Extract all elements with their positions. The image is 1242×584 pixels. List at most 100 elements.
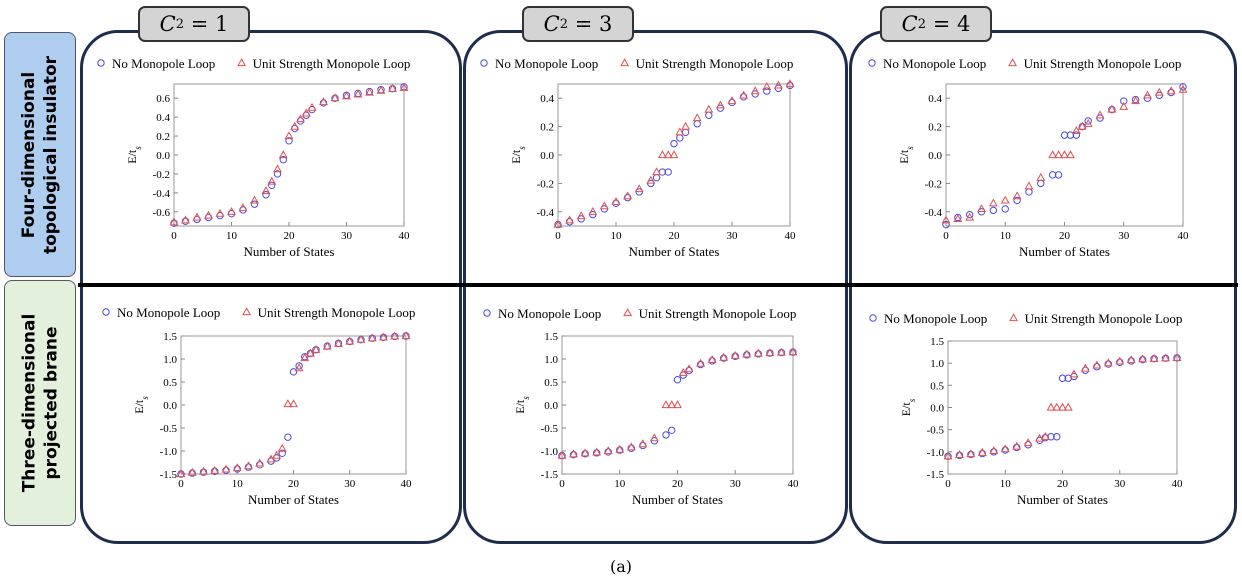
y-tick-label: 1.0 [930,358,944,370]
data-point [743,351,751,359]
y-tick-label: 0.0 [930,403,944,415]
data-point [989,446,999,455]
data-point [187,467,197,476]
x-tick-label: 30 [341,230,353,242]
data-point [662,431,670,439]
x-tick-label: 0 [945,478,951,490]
data-point [1126,355,1136,364]
data-point [255,458,265,467]
data-point [731,352,739,360]
data-point [353,89,363,98]
data-point [390,331,400,340]
data-point [1119,101,1129,110]
data-point [1046,402,1056,411]
x-tick-label: 10 [1000,230,1012,242]
data-point [673,376,682,384]
data-point [954,450,964,459]
x-tick-label: 20 [1057,478,1069,490]
data-point [592,449,601,457]
x-axis-label: Number of States [629,244,720,259]
data-point [692,113,702,122]
data-point [966,210,974,219]
legend-marker [623,308,633,317]
data-point [965,212,975,221]
data-point [623,191,633,200]
data-point [319,97,328,106]
data-point [626,442,636,451]
data-point [588,206,598,215]
data-point [199,466,208,475]
y-tick-label: -1.0 [160,446,178,458]
data-point [334,339,343,347]
data-point [290,121,300,130]
data-point [942,220,950,229]
figure-caption: (a) [609,557,633,576]
data-point [1054,150,1064,159]
data-point [1054,171,1063,179]
x-tick-label: 20 [672,478,684,490]
data-point [989,206,998,215]
legend-marker [242,307,252,316]
data-point [356,334,366,343]
data-point [285,137,293,145]
legend-marker [868,59,876,67]
data-point [739,90,749,99]
data-point [616,446,624,454]
data-point [283,399,293,408]
y-tick-label: -0.5 [160,423,178,435]
data-point [1052,402,1062,411]
y-tick-label: -1.0 [541,446,559,458]
data-point [1012,191,1022,200]
y-tick-label: 1.5 [930,336,944,348]
data-point [1013,196,1021,205]
x-tick-label: 0 [555,230,561,242]
data-point [750,86,760,95]
data-point [1080,363,1090,372]
panel-c2-4 [849,30,1237,544]
y-axis-label: E/ts [125,146,143,164]
data-point [289,399,298,408]
legend-label: Unit Strength Monopole Loop [1025,311,1183,326]
data-point [365,87,374,96]
x-tick-label: 40 [399,230,411,242]
data-point [576,211,586,220]
data-point [278,150,288,159]
legend-marker [1008,58,1018,67]
data-point [580,448,590,457]
data-point [1115,356,1125,365]
x-tick-label: 30 [727,230,739,242]
data-point [376,85,386,94]
data-point [668,426,676,434]
x-tick-label: 20 [288,478,300,490]
data-point [785,79,795,88]
data-point [669,150,679,159]
y-tick-label: 0.0 [163,400,177,412]
data-point [684,364,694,373]
data-point [1138,355,1147,364]
data-point [646,175,656,184]
x-axis-label: Number of States [1017,492,1108,507]
data-point [300,353,310,362]
x-tick-label: 0 [171,230,177,242]
y-tick-label: 0.2 [156,131,170,143]
data-point [1120,97,1128,105]
plot-frame [947,340,1178,475]
x-tick-label: 30 [344,478,356,490]
data-point [262,191,270,199]
legend-label: Unit Strength Monopole Loop [253,56,411,71]
data-point [664,168,672,176]
data-point [1093,363,1101,371]
data-point [977,447,987,456]
legend-label: No Monopole Loop [117,305,220,320]
data-point [221,464,231,473]
data-point [322,341,332,350]
data-point [273,170,282,178]
legend-label: No Monopole Loop [884,311,987,326]
y-tick-label: 0.0 [928,150,942,162]
data-point [1103,358,1113,367]
data-point [238,203,248,212]
row-label-bottom: Three-dimensional projected brane [4,280,76,526]
data-point [720,354,728,362]
